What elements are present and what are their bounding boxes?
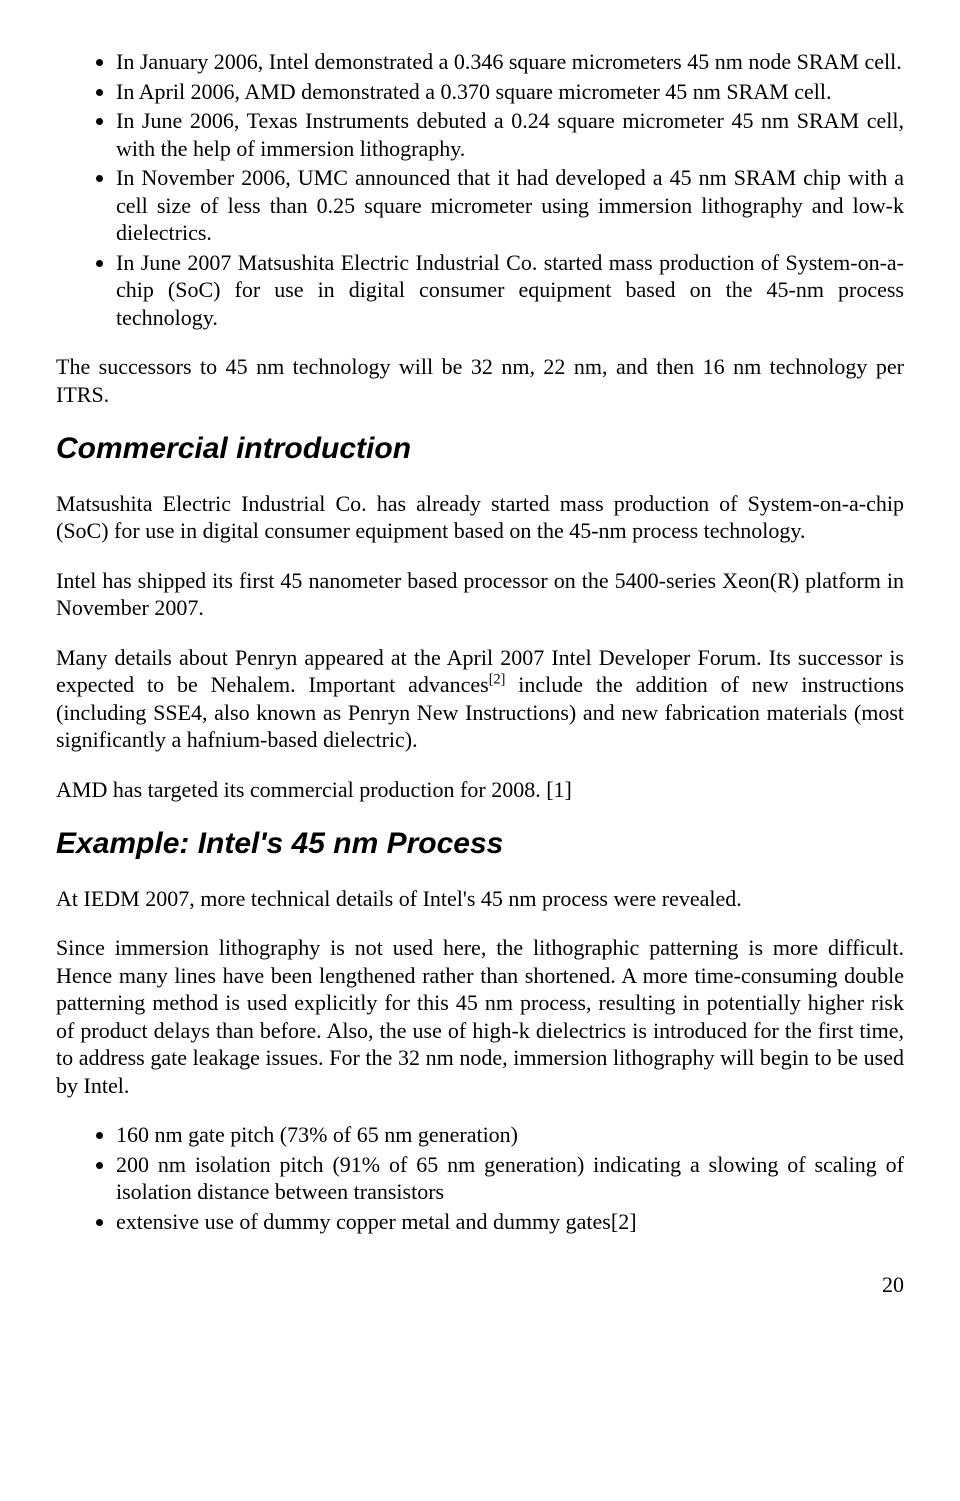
list-item-text: In June 2006, Texas Instruments debuted … — [116, 108, 904, 161]
list-item: In November 2006, UMC announced that it … — [116, 164, 904, 247]
bullet-list-1: In January 2006, Intel demonstrated a 0.… — [56, 48, 904, 331]
list-item-text: In June 2007 Matsushita Electric Industr… — [116, 250, 904, 330]
list-item-text: In April 2006, AMD demonstrated a 0.370 … — [116, 79, 832, 104]
paragraph-penryn: Many details about Penryn appeared at th… — [56, 644, 904, 754]
list-item: 160 nm gate pitch (73% of 65 nm generati… — [116, 1121, 904, 1149]
list-item: 200 nm isolation pitch (91% of 65 nm gen… — [116, 1151, 904, 1206]
citation-superscript: [2] — [489, 672, 506, 688]
list-item: In June 2007 Matsushita Electric Industr… — [116, 249, 904, 332]
list-item-text: 160 nm gate pitch (73% of 65 nm generati… — [116, 1122, 518, 1147]
heading-example-intel-45nm: Example: Intel's 45 nm Process — [56, 825, 904, 863]
paragraph-matsushita: Matsushita Electric Industrial Co. has a… — [56, 490, 904, 545]
page-number: 20 — [56, 1271, 904, 1299]
list-item: extensive use of dummy copper metal and … — [116, 1208, 904, 1236]
list-item: In June 2006, Texas Instruments debuted … — [116, 107, 904, 162]
bullet-list-2: 160 nm gate pitch (73% of 65 nm generati… — [56, 1121, 904, 1235]
list-item-text: 200 nm isolation pitch (91% of 65 nm gen… — [116, 1152, 904, 1205]
paragraph-immersion-lithography: Since immersion lithography is not used … — [56, 934, 904, 1099]
list-item-text: extensive use of dummy copper metal and … — [116, 1209, 637, 1234]
list-item: In April 2006, AMD demonstrated a 0.370 … — [116, 78, 904, 106]
list-item-text: In November 2006, UMC announced that it … — [116, 165, 904, 245]
list-item: In January 2006, Intel demonstrated a 0.… — [116, 48, 904, 76]
list-item-text: In January 2006, Intel demonstrated a 0.… — [116, 49, 902, 74]
paragraph-amd-target: AMD has targeted its commercial producti… — [56, 776, 904, 804]
heading-commercial-introduction: Commercial introduction — [56, 430, 904, 468]
paragraph-intel-shipped: Intel has shipped its first 45 nanometer… — [56, 567, 904, 622]
paragraph-iedm-2007: At IEDM 2007, more technical details of … — [56, 885, 904, 913]
paragraph-successors: The successors to 45 nm technology will … — [56, 353, 904, 408]
